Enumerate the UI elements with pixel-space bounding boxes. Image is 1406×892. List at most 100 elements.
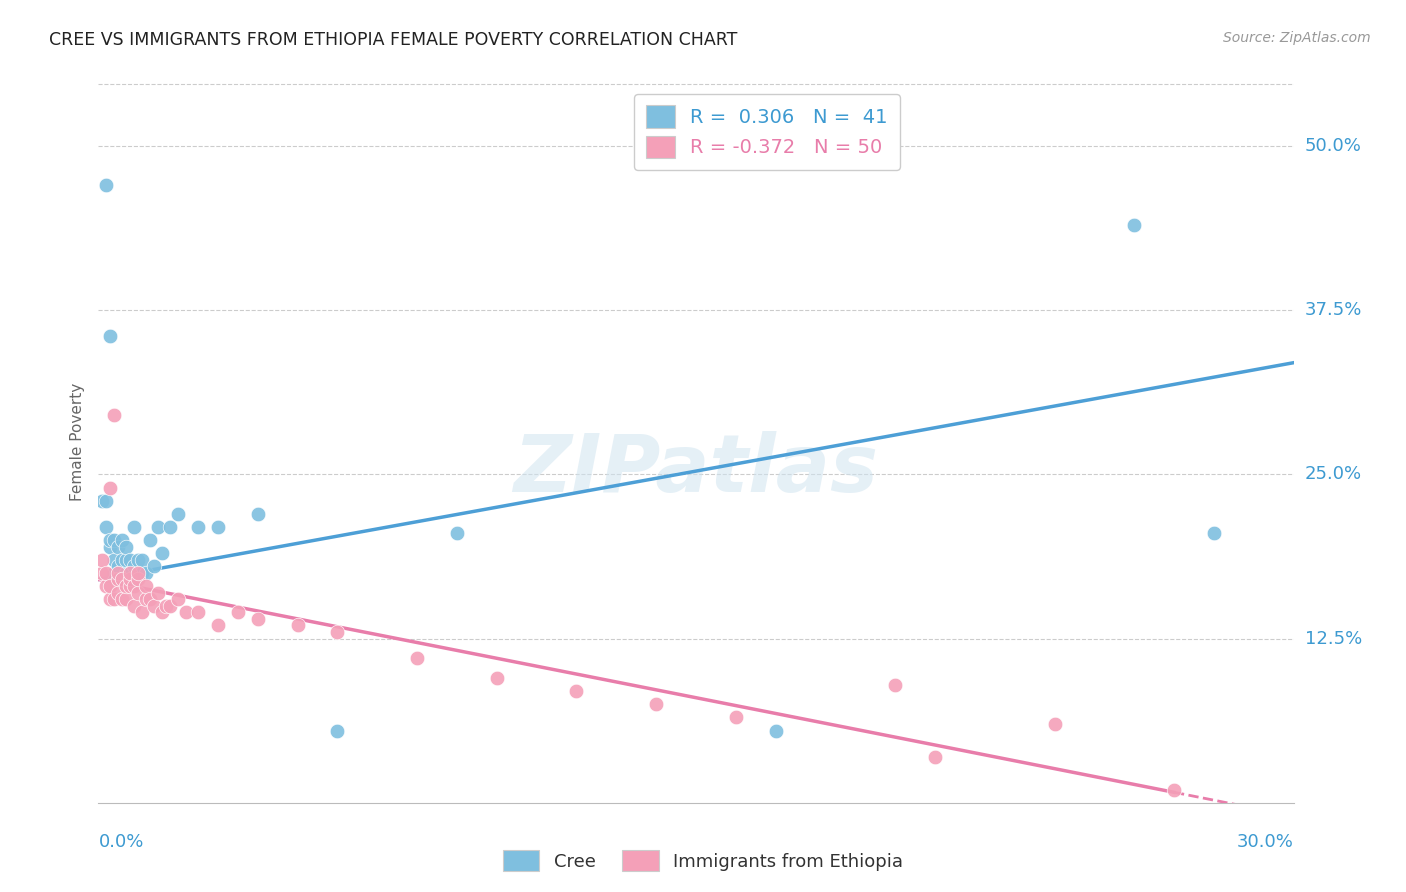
Point xyxy=(143,599,166,613)
Point xyxy=(120,566,142,580)
Point xyxy=(98,481,122,495)
Point xyxy=(107,566,129,580)
Point xyxy=(1123,218,1146,232)
Text: 0.0%: 0.0% xyxy=(98,833,143,851)
Point xyxy=(98,579,122,593)
Point xyxy=(115,553,138,567)
Point xyxy=(111,573,134,587)
Point xyxy=(124,579,146,593)
Text: 30.0%: 30.0% xyxy=(1237,833,1294,851)
Point xyxy=(1163,782,1185,797)
Point xyxy=(98,533,122,547)
Point xyxy=(924,749,946,764)
Text: 25.0%: 25.0% xyxy=(1305,466,1362,483)
Point xyxy=(159,599,181,613)
Point xyxy=(135,579,157,593)
Point xyxy=(124,559,146,574)
Point xyxy=(187,605,209,619)
Point xyxy=(115,592,138,607)
Point xyxy=(107,573,129,587)
Point xyxy=(107,566,129,580)
Point xyxy=(120,566,142,580)
Point xyxy=(884,677,907,691)
Point xyxy=(98,592,122,607)
Point xyxy=(96,579,118,593)
Point xyxy=(326,625,349,640)
Point xyxy=(207,520,229,534)
Point xyxy=(98,329,122,343)
Point xyxy=(150,546,173,560)
Y-axis label: Female Poverty: Female Poverty xyxy=(70,383,86,500)
Point xyxy=(111,553,134,567)
Point xyxy=(127,573,149,587)
Point xyxy=(127,553,149,567)
Point xyxy=(207,618,229,632)
Point xyxy=(143,559,166,574)
Point xyxy=(107,540,129,554)
Point xyxy=(103,566,125,580)
Point xyxy=(406,651,429,665)
Point xyxy=(139,592,162,607)
Point xyxy=(120,579,142,593)
Text: Source: ZipAtlas.com: Source: ZipAtlas.com xyxy=(1223,31,1371,45)
Point xyxy=(107,585,129,599)
Point xyxy=(91,493,114,508)
Text: ZIPatlas: ZIPatlas xyxy=(513,432,879,509)
Point xyxy=(131,605,153,619)
Point xyxy=(485,671,508,685)
Point xyxy=(246,612,269,626)
Point xyxy=(103,409,125,423)
Point xyxy=(96,493,118,508)
Text: 50.0%: 50.0% xyxy=(1305,137,1361,155)
Point xyxy=(111,592,134,607)
Point xyxy=(120,573,142,587)
Point xyxy=(127,566,149,580)
Point xyxy=(111,533,134,547)
Point xyxy=(148,585,170,599)
Point xyxy=(446,526,468,541)
Text: 37.5%: 37.5% xyxy=(1305,301,1362,319)
Point xyxy=(115,579,138,593)
Point xyxy=(115,540,138,554)
Point xyxy=(565,684,588,698)
Text: CREE VS IMMIGRANTS FROM ETHIOPIA FEMALE POVERTY CORRELATION CHART: CREE VS IMMIGRANTS FROM ETHIOPIA FEMALE … xyxy=(49,31,738,49)
Point xyxy=(96,520,118,534)
Point xyxy=(150,605,173,619)
Point xyxy=(131,553,153,567)
Point xyxy=(174,605,197,619)
Point xyxy=(765,723,787,738)
Point xyxy=(187,520,209,534)
Point xyxy=(91,566,114,580)
Point xyxy=(127,585,149,599)
Point xyxy=(139,533,162,547)
Point xyxy=(167,592,190,607)
Point xyxy=(96,566,118,580)
Point xyxy=(135,566,157,580)
Legend: Cree, Immigrants from Ethiopia: Cree, Immigrants from Ethiopia xyxy=(496,843,910,879)
Point xyxy=(103,553,125,567)
Point xyxy=(127,566,149,580)
Point xyxy=(98,540,122,554)
Point xyxy=(124,520,146,534)
Point xyxy=(103,533,125,547)
Point xyxy=(91,553,114,567)
Point xyxy=(226,605,249,619)
Point xyxy=(107,559,129,574)
Point xyxy=(155,599,177,613)
Point xyxy=(1043,717,1066,731)
Point xyxy=(724,710,747,724)
Point xyxy=(287,618,309,632)
Point xyxy=(124,599,146,613)
Point xyxy=(96,178,118,193)
Point xyxy=(1202,526,1225,541)
Point xyxy=(135,592,157,607)
Point xyxy=(159,520,181,534)
Point xyxy=(103,592,125,607)
Point xyxy=(645,698,668,712)
Point xyxy=(167,507,190,521)
Point xyxy=(115,566,138,580)
Point xyxy=(131,566,153,580)
Text: 12.5%: 12.5% xyxy=(1305,630,1362,648)
Point xyxy=(120,553,142,567)
Point xyxy=(246,507,269,521)
